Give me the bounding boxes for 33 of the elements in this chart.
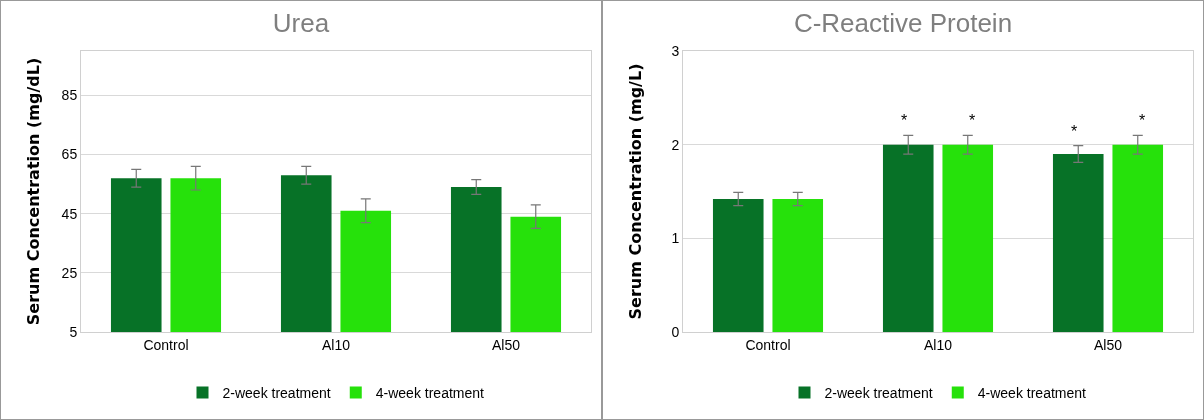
x-tick-label: Control — [745, 336, 791, 353]
legend-label: 4-week treatment — [375, 385, 485, 402]
y-tick-label: 85 — [61, 87, 78, 104]
bar — [1052, 154, 1104, 332]
y-tick-label: 25 — [61, 264, 78, 281]
chart-title: Urea — [272, 7, 330, 38]
x-tick-label: Al10 — [923, 336, 953, 353]
y-tick-label: 1 — [671, 230, 680, 247]
x-tick-label: Al50 — [491, 336, 521, 353]
x-tick-label: Al10 — [321, 336, 351, 353]
chart-title: C-Reactive Protein — [793, 7, 1013, 38]
y-axis-title: Serum Concentration (mg/L) — [626, 63, 645, 320]
y-tick-label: 2 — [671, 136, 680, 153]
bar — [942, 144, 994, 332]
annotation: * — [969, 112, 976, 129]
x-tick-label: Al50 — [1093, 336, 1123, 353]
y-tick-label: 65 — [61, 146, 78, 163]
y-tick-label: 45 — [61, 205, 78, 222]
annotation: * — [1139, 112, 1146, 129]
y-axis-title: Serum Concentration (mg/dL) — [24, 57, 43, 326]
annotation: * — [1071, 123, 1078, 140]
annotation: * — [901, 112, 908, 129]
legend-label: 2-week treatment — [222, 385, 331, 402]
legend-label: 4-week treatment — [977, 385, 1087, 402]
bar — [772, 198, 824, 332]
legend-label: 2-week treatment — [824, 385, 933, 402]
bar — [882, 144, 934, 332]
x-tick-label: Control — [143, 336, 189, 353]
y-tick-label: 3 — [671, 42, 680, 59]
y-tick-label: 0 — [671, 323, 680, 340]
bar — [712, 198, 764, 332]
y-tick-label: 5 — [69, 323, 78, 340]
bar — [1112, 144, 1164, 332]
